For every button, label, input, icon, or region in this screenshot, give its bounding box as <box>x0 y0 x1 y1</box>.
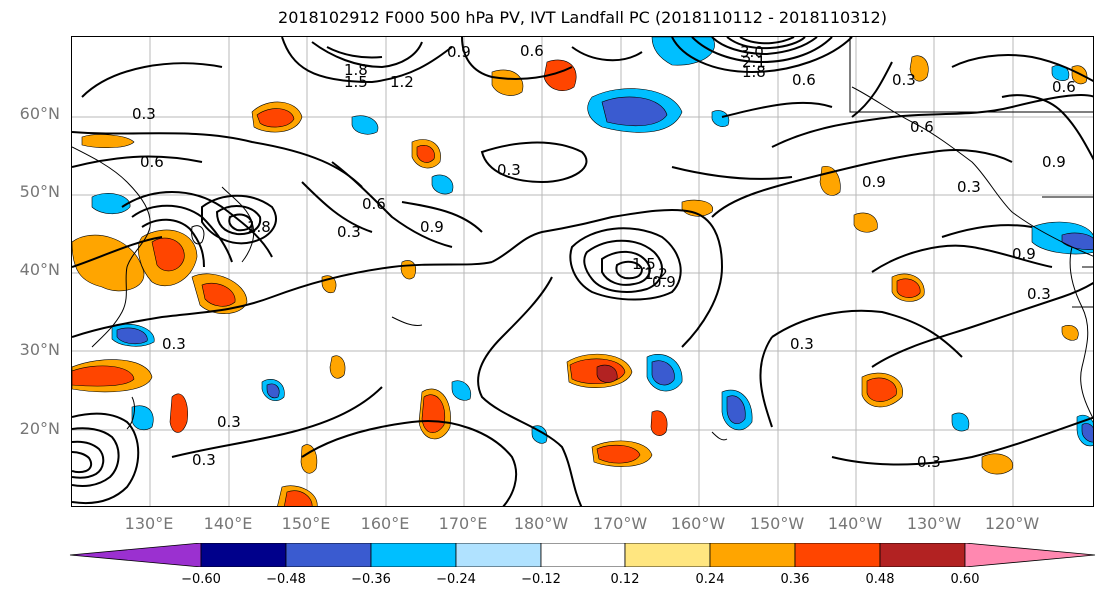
colorbar-segment <box>200 543 287 567</box>
lat-label-40n: 40°N <box>19 260 60 279</box>
contour-label: 0.9 <box>447 43 471 61</box>
contour-label: 1.8 <box>247 218 271 236</box>
lon-label: 150°E <box>281 514 331 533</box>
colorbar-segment <box>540 543 626 567</box>
lon-label: 140°E <box>203 514 253 533</box>
lon-label: 170°W <box>592 514 648 533</box>
lon-label: 160°W <box>670 514 726 533</box>
contour-label: 0.6 <box>520 42 544 60</box>
contour-label: 0.9 <box>652 273 676 291</box>
colorbar-segment <box>370 543 457 567</box>
contour-label: 0.6 <box>792 71 816 89</box>
colorbar-tick: 0.12 <box>610 572 640 587</box>
contour-label: 1.2 <box>390 73 414 91</box>
pv-positive-anomalies <box>72 55 1088 506</box>
coastlines <box>72 37 1093 441</box>
contour-label: 1.8 <box>344 61 368 79</box>
contour-label: 0.3 <box>132 105 156 123</box>
lon-label: 140°W <box>827 514 883 533</box>
colorbar-segment <box>69 543 202 567</box>
colorbar-tick: 0.60 <box>950 572 980 587</box>
colorbar-segment <box>794 543 881 567</box>
colorbar-tick: −0.48 <box>266 572 306 587</box>
contour-label: 3.0 <box>740 43 764 61</box>
contour-label: 1.8 <box>742 63 766 81</box>
contour-label: 0.6 <box>362 195 386 213</box>
ivt-contours <box>72 37 1093 506</box>
lat-label-30n: 30°N <box>19 340 60 359</box>
graticule <box>72 37 1093 506</box>
contour-label: 0.3 <box>957 178 981 196</box>
colorbar-tick: 0.24 <box>695 572 725 587</box>
lon-label: 130°E <box>124 514 174 533</box>
lon-label: 130°W <box>906 514 962 533</box>
contour-label: 0.3 <box>162 335 186 353</box>
contour-label: 1.2 <box>644 265 668 283</box>
contour-label: 0.3 <box>337 223 361 241</box>
colorbar-segment <box>709 543 796 567</box>
contour-label: 1.5 <box>632 255 656 273</box>
lon-label: 180°W <box>513 514 569 533</box>
colorbar-tick: −0.36 <box>351 572 391 587</box>
colorbar-segment <box>879 543 966 567</box>
colorbar-segment <box>285 543 372 567</box>
map-svg: 0.6 1.8 1.5 1.2 0.9 3.0 2.1 1.8 0.6 0.3 … <box>72 37 1093 506</box>
contour-label: 0.3 <box>192 451 216 469</box>
contour-label: 0.9 <box>1042 153 1066 171</box>
contour-label: 0.3 <box>892 71 916 89</box>
colorbar-tick: 0.36 <box>780 572 810 587</box>
map-plot-area: 0.6 1.8 1.5 1.2 0.9 3.0 2.1 1.8 0.6 0.3 … <box>71 36 1094 507</box>
lon-label: 160°E <box>360 514 410 533</box>
contour-label: 0.6 <box>1052 78 1076 96</box>
contour-label: 0.3 <box>790 335 814 353</box>
lon-label: 150°W <box>749 514 805 533</box>
lon-label: 120°W <box>984 514 1040 533</box>
colorbar-tick: −0.60 <box>181 572 221 587</box>
colorbar <box>69 543 1096 567</box>
colorbar-segment <box>455 543 542 567</box>
lon-label: 170°E <box>438 514 488 533</box>
map-title: 2018102912 F000 500 hPa PV, IVT Landfall… <box>278 8 887 27</box>
lat-label-50n: 50°N <box>19 182 60 201</box>
colorbar-tick: 0.48 <box>865 572 895 587</box>
contour-label: 0.3 <box>217 413 241 431</box>
contour-label: 0.3 <box>917 453 941 471</box>
contour-label: 1.5 <box>344 73 368 91</box>
contour-label: 2.1 <box>742 53 766 71</box>
contour-labels: 0.6 1.8 1.5 1.2 0.9 3.0 2.1 1.8 0.6 0.3 … <box>132 42 1076 471</box>
contour-label: 0.6 <box>140 153 164 171</box>
contour-label: 0.3 <box>497 161 521 179</box>
lat-label-60n: 60°N <box>19 104 60 123</box>
contour-label: 0.9 <box>862 173 886 191</box>
colorbar-tick: −0.12 <box>521 572 561 587</box>
contour-label: 0.9 <box>420 218 444 236</box>
colorbar-segment <box>624 543 711 567</box>
colorbar-tick: −0.24 <box>436 572 476 587</box>
colorbar-segment <box>964 543 1096 567</box>
contour-label: 0.9 <box>1012 245 1036 263</box>
contour-label: 0.3 <box>1027 285 1051 303</box>
lat-label-20n: 20°N <box>19 419 60 438</box>
contour-label: 0.6 <box>910 118 934 136</box>
